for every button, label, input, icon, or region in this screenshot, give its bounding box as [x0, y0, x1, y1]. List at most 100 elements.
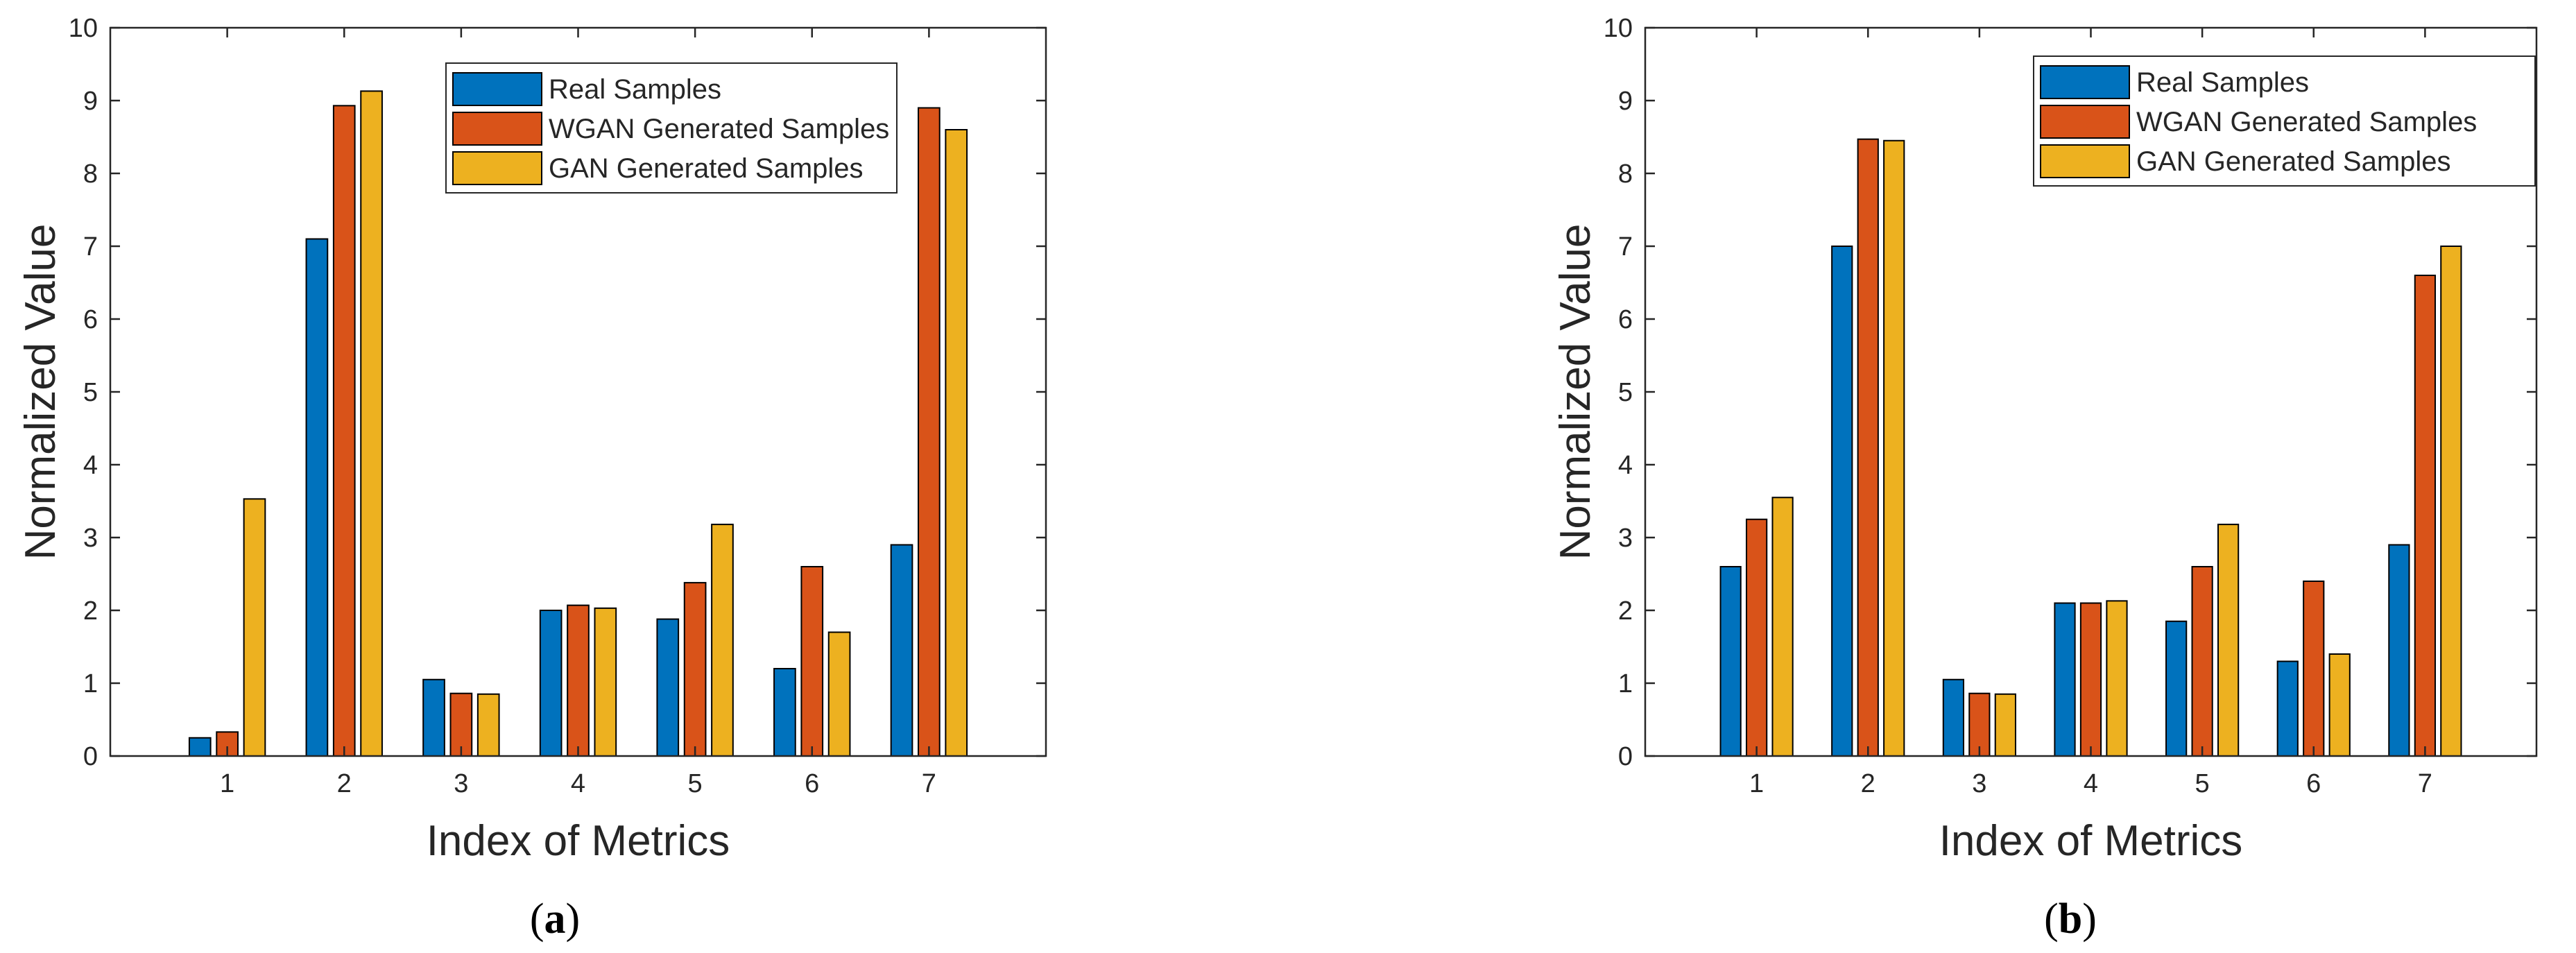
ytick-label: 8 — [1618, 160, 1633, 189]
legend-swatch-2 — [452, 151, 542, 185]
bar-2-0 — [1831, 246, 1853, 757]
xtick-label: 5 — [688, 769, 703, 798]
legend-label-0: Real Samples — [549, 74, 721, 105]
ytick-label: 3 — [1618, 524, 1633, 553]
bar-1-1 — [1746, 518, 1768, 757]
series-0 — [1719, 246, 2410, 757]
xtick-label: 6 — [805, 769, 819, 798]
series-2 — [1771, 139, 2462, 757]
legend-label-1: WGAN Generated Samples — [2136, 107, 2477, 137]
bar-3-0 — [422, 678, 445, 757]
xtick-label: 1 — [220, 769, 234, 798]
y-axis-label: Normalized Value — [1552, 224, 1599, 560]
bar-4-0 — [2054, 602, 2076, 757]
ytick-label: 0 — [1618, 742, 1633, 771]
bar-3-1 — [449, 692, 473, 757]
bar-5-0 — [2165, 620, 2188, 757]
y-axis-label: Normalized Value — [17, 224, 65, 560]
x-axis-label: Index of Metrics — [1939, 817, 2243, 865]
ytick-label: 8 — [83, 160, 98, 189]
xtick-label: 3 — [454, 769, 468, 798]
xtick-label: 3 — [1972, 769, 1986, 798]
legend-label-1: WGAN Generated Samples — [549, 114, 889, 144]
ytick-label: 4 — [83, 451, 98, 480]
bar-2-1 — [1857, 138, 1879, 757]
ytick-label: 1 — [83, 669, 98, 698]
legend: Real Samples WGAN Generated Samples GAN Ge… — [445, 62, 898, 194]
ytick-label: 6 — [1618, 305, 1633, 334]
bar-5-2 — [711, 524, 734, 757]
ytick-label: 9 — [83, 87, 98, 116]
xtick-label: 2 — [1861, 769, 1875, 798]
ytick-label: 7 — [83, 232, 98, 261]
bar-7-2 — [2440, 246, 2462, 757]
bar-3-2 — [476, 693, 500, 757]
legend-swatch-1 — [452, 112, 542, 146]
bar-5-0 — [656, 618, 680, 757]
chart-panel-a: 0 1 2 3 4 5 6 7 8 9 10 1 2 3 4 5 6 7 Index of Metrics Norma… — [17, 14, 1047, 943]
panel-paren-close: ) — [566, 895, 581, 943]
xtick-label: 7 — [922, 769, 936, 798]
xtick-label: 4 — [571, 769, 585, 798]
ytick-label: 10 — [1604, 14, 1633, 43]
bar-3-2 — [1994, 693, 2016, 757]
bar-1-1 — [216, 731, 239, 757]
bar-4-0 — [539, 610, 563, 757]
xtick-label: 4 — [2084, 769, 2098, 798]
panel-paren-open: ( — [530, 895, 544, 943]
bar-1-2 — [243, 498, 266, 757]
bar-4-1 — [567, 604, 590, 757]
legend-label-2: GAN Generated Samples — [549, 153, 864, 184]
legend: Real Samples WGAN Generated Samples GAN Ge… — [2033, 55, 2536, 187]
panel-letter: a — [544, 895, 566, 943]
bar-2-2 — [360, 90, 383, 757]
series-1 — [216, 105, 941, 757]
bar-5-2 — [2217, 524, 2240, 757]
legend-swatch-0 — [2040, 65, 2130, 99]
bar-2-2 — [1883, 139, 1905, 757]
panel-letter: b — [2059, 895, 2082, 943]
bar-1-0 — [188, 737, 212, 757]
bar-6-1 — [2303, 581, 2325, 757]
ytick-label: 6 — [83, 305, 98, 334]
ytick-label: 7 — [1618, 232, 1633, 261]
panel-paren-close: ) — [2082, 895, 2097, 943]
ytick-label: 5 — [83, 378, 98, 407]
ytick-label: 0 — [83, 742, 98, 771]
bar-5-1 — [2191, 566, 2213, 757]
legend-swatch-0 — [452, 72, 542, 106]
bar-6-2 — [2328, 653, 2351, 757]
bar-6-0 — [2276, 660, 2299, 757]
xtick-label: 2 — [337, 769, 352, 798]
legend-swatch-2 — [2040, 144, 2130, 178]
ytick-label: 4 — [1618, 451, 1633, 480]
bar-6-1 — [800, 566, 824, 757]
bar-3-0 — [1942, 678, 1965, 757]
series-0 — [188, 238, 913, 757]
panel-label: (b) — [2044, 895, 2097, 943]
ytick-label: 2 — [83, 596, 98, 626]
bar-6-2 — [827, 631, 851, 757]
bar-7-2 — [945, 129, 968, 757]
xtick-label: 5 — [2195, 769, 2210, 798]
panel-paren-open: ( — [2044, 895, 2059, 943]
xtick-label: 7 — [2418, 769, 2432, 798]
xtick-label: 6 — [2306, 769, 2321, 798]
panel-label: (a) — [530, 895, 580, 943]
bar-7-1 — [918, 107, 941, 757]
bar-4-2 — [2106, 600, 2128, 757]
bar-7-0 — [2388, 544, 2410, 757]
bar-1-2 — [1771, 497, 1794, 757]
legend-swatch-1 — [2040, 105, 2130, 139]
bar-1-0 — [1719, 566, 1742, 757]
x-axis-label: Index of Metrics — [427, 817, 730, 865]
legend-label-0: Real Samples — [2136, 67, 2309, 98]
bar-5-1 — [683, 582, 707, 757]
bar-7-0 — [890, 544, 913, 757]
bar-4-2 — [594, 607, 617, 757]
ytick-label: 2 — [1618, 596, 1633, 626]
ytick-label: 1 — [1618, 669, 1633, 698]
ytick-label: 5 — [1618, 378, 1633, 407]
ytick-label: 10 — [69, 14, 98, 43]
